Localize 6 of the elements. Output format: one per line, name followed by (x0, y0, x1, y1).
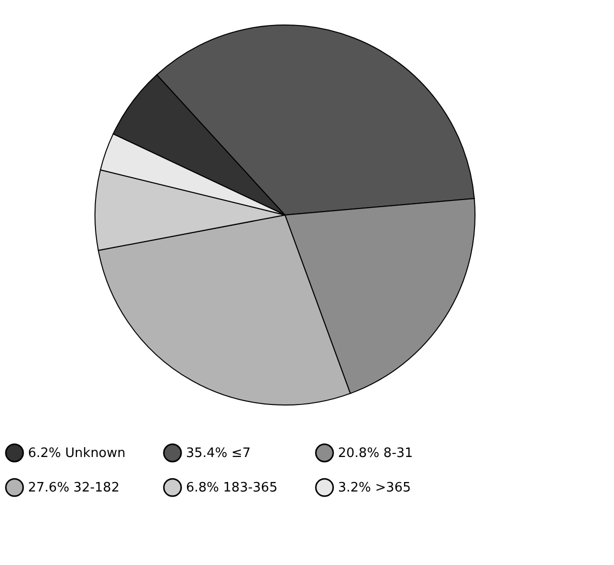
legend-label: 3.2% >365 (338, 480, 411, 496)
legend-label: 35.4% ≤7 (186, 446, 251, 461)
legend-label: 6.2% Unknown (28, 446, 126, 461)
legend-label: 20.8% 8-31 (338, 446, 413, 461)
legend-label: 6.8% 183-365 (186, 480, 278, 496)
legend-label: 27.6% 32-182 (28, 480, 120, 496)
